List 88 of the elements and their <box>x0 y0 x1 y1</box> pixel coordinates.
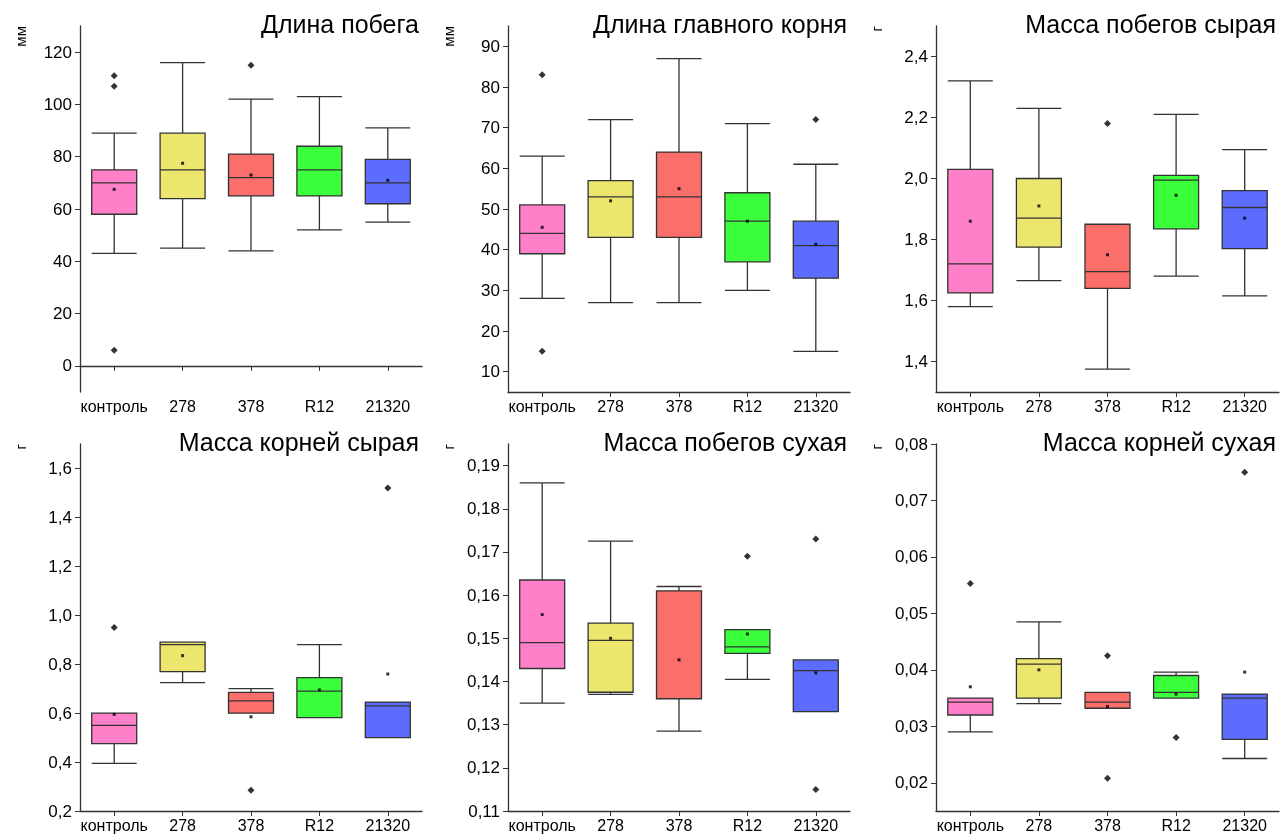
y-axis-title: г <box>440 443 457 450</box>
y-tick-label: 1,4 <box>904 352 928 371</box>
y-tick-label: 0,4 <box>48 752 72 772</box>
y-tick-label: 0,07 <box>894 490 928 510</box>
y-tick-label: 0,03 <box>894 716 928 736</box>
y-tick-label: 1,2 <box>48 556 72 576</box>
x-tick-label: контроль <box>936 397 1004 415</box>
y-tick-label: 80 <box>53 147 72 167</box>
x-tick-label: R12 <box>304 397 335 415</box>
x-tick-label: 378 <box>1094 397 1121 415</box>
x-tick-label: 378 <box>1094 816 1121 834</box>
y-tick-label: 0,8 <box>48 654 72 674</box>
x-tick-label: 278 <box>1025 397 1053 415</box>
x-tick-label: 21320 <box>1222 397 1268 415</box>
x-tick-label: R12 <box>1161 816 1191 834</box>
chart-title: Масса корней сырая <box>178 427 420 456</box>
y-tick-label: 2,4 <box>904 47 928 66</box>
y-tick-label: 1,4 <box>48 507 72 527</box>
y-tick-label: 0,17 <box>466 542 500 562</box>
x-tick-label: R12 <box>732 397 763 415</box>
x-tick-label: 278 <box>597 816 625 834</box>
y-tick-label: 70 <box>481 118 500 138</box>
x-tick-label: контроль <box>508 397 576 415</box>
x-tick-label: контроль <box>936 816 1004 834</box>
x-tick-label: 21320 <box>793 397 839 415</box>
y-tick-label: 0,08 <box>894 434 928 454</box>
y-tick-label: 0,05 <box>894 603 928 623</box>
y-tick-label: 40 <box>53 251 72 271</box>
y-tick-label: 0,06 <box>894 547 928 567</box>
x-tick-label: 278 <box>169 397 197 415</box>
x-tick-label: R12 <box>1161 397 1191 415</box>
y-tick-label: 0,04 <box>894 660 928 680</box>
y-tick-label: 0,2 <box>48 801 72 821</box>
y-tick-label: 100 <box>43 94 72 114</box>
x-tick-label: R12 <box>304 816 335 834</box>
x-tick-label: 21320 <box>793 816 839 834</box>
y-tick-label: 2,2 <box>904 108 928 127</box>
y-tick-label: 20 <box>53 304 72 324</box>
y-axis-title: мм <box>440 26 457 47</box>
x-tick-label: 378 <box>665 397 693 415</box>
x-tick-label: 278 <box>169 816 197 834</box>
y-tick-label: 90 <box>481 36 500 56</box>
chart-title: Масса побегов сухая <box>603 427 848 456</box>
y-tick-label: 30 <box>481 280 500 300</box>
y-tick-label: 1,6 <box>48 458 72 478</box>
chart-title: Масса побегов сырая <box>1025 9 1277 38</box>
y-axis-title: г <box>12 443 29 450</box>
y-tick-label: 1,8 <box>904 230 928 249</box>
x-tick-label: 278 <box>597 397 625 415</box>
y-axis-title: г <box>868 25 885 32</box>
y-tick-label: 10 <box>481 362 500 382</box>
x-tick-label: контроль <box>508 816 576 834</box>
y-tick-label: 0,15 <box>466 628 500 648</box>
y-tick-label: 80 <box>481 77 500 97</box>
y-tick-label: 0,16 <box>466 585 500 605</box>
y-tick-label: 60 <box>481 158 500 178</box>
y-tick-label: 1,0 <box>48 605 72 625</box>
y-axis-title: г <box>868 443 885 450</box>
y-tick-label: 0,12 <box>466 758 500 778</box>
y-tick-label: 0,11 <box>468 801 500 821</box>
y-axis-title: мм <box>12 26 29 47</box>
x-tick-label: 378 <box>665 816 693 834</box>
x-tick-label: 378 <box>237 397 265 415</box>
chart-title: Масса корней сухая <box>1042 427 1277 456</box>
x-tick-label: 278 <box>1025 816 1053 834</box>
x-tick-label: 378 <box>237 816 265 834</box>
y-tick-label: 0,14 <box>466 671 500 691</box>
chart-title: Длина побега <box>261 9 420 38</box>
y-tick-label: 0,02 <box>894 773 928 793</box>
y-tick-label: 2,0 <box>904 169 928 188</box>
x-tick-label: R12 <box>732 816 763 834</box>
chart-title: Длина главного корня <box>593 9 847 38</box>
y-tick-label: 40 <box>481 240 500 260</box>
x-tick-label: 21320 <box>365 816 411 834</box>
y-tick-label: 120 <box>43 42 72 62</box>
y-tick-label: 60 <box>53 199 72 219</box>
y-tick-label: 0,6 <box>48 703 72 723</box>
x-tick-label: контроль <box>80 397 148 415</box>
y-tick-label: 0,19 <box>466 456 500 476</box>
y-tick-label: 0,18 <box>466 499 500 519</box>
y-tick-label: 50 <box>481 199 500 219</box>
x-tick-label: 21320 <box>1222 816 1268 834</box>
x-tick-label: контроль <box>80 816 148 834</box>
y-tick-label: 0,13 <box>466 715 500 735</box>
x-tick-label: 21320 <box>365 397 411 415</box>
y-tick-label: 20 <box>481 321 500 341</box>
y-tick-label: 0 <box>62 356 72 376</box>
y-tick-label: 1,6 <box>904 291 928 310</box>
